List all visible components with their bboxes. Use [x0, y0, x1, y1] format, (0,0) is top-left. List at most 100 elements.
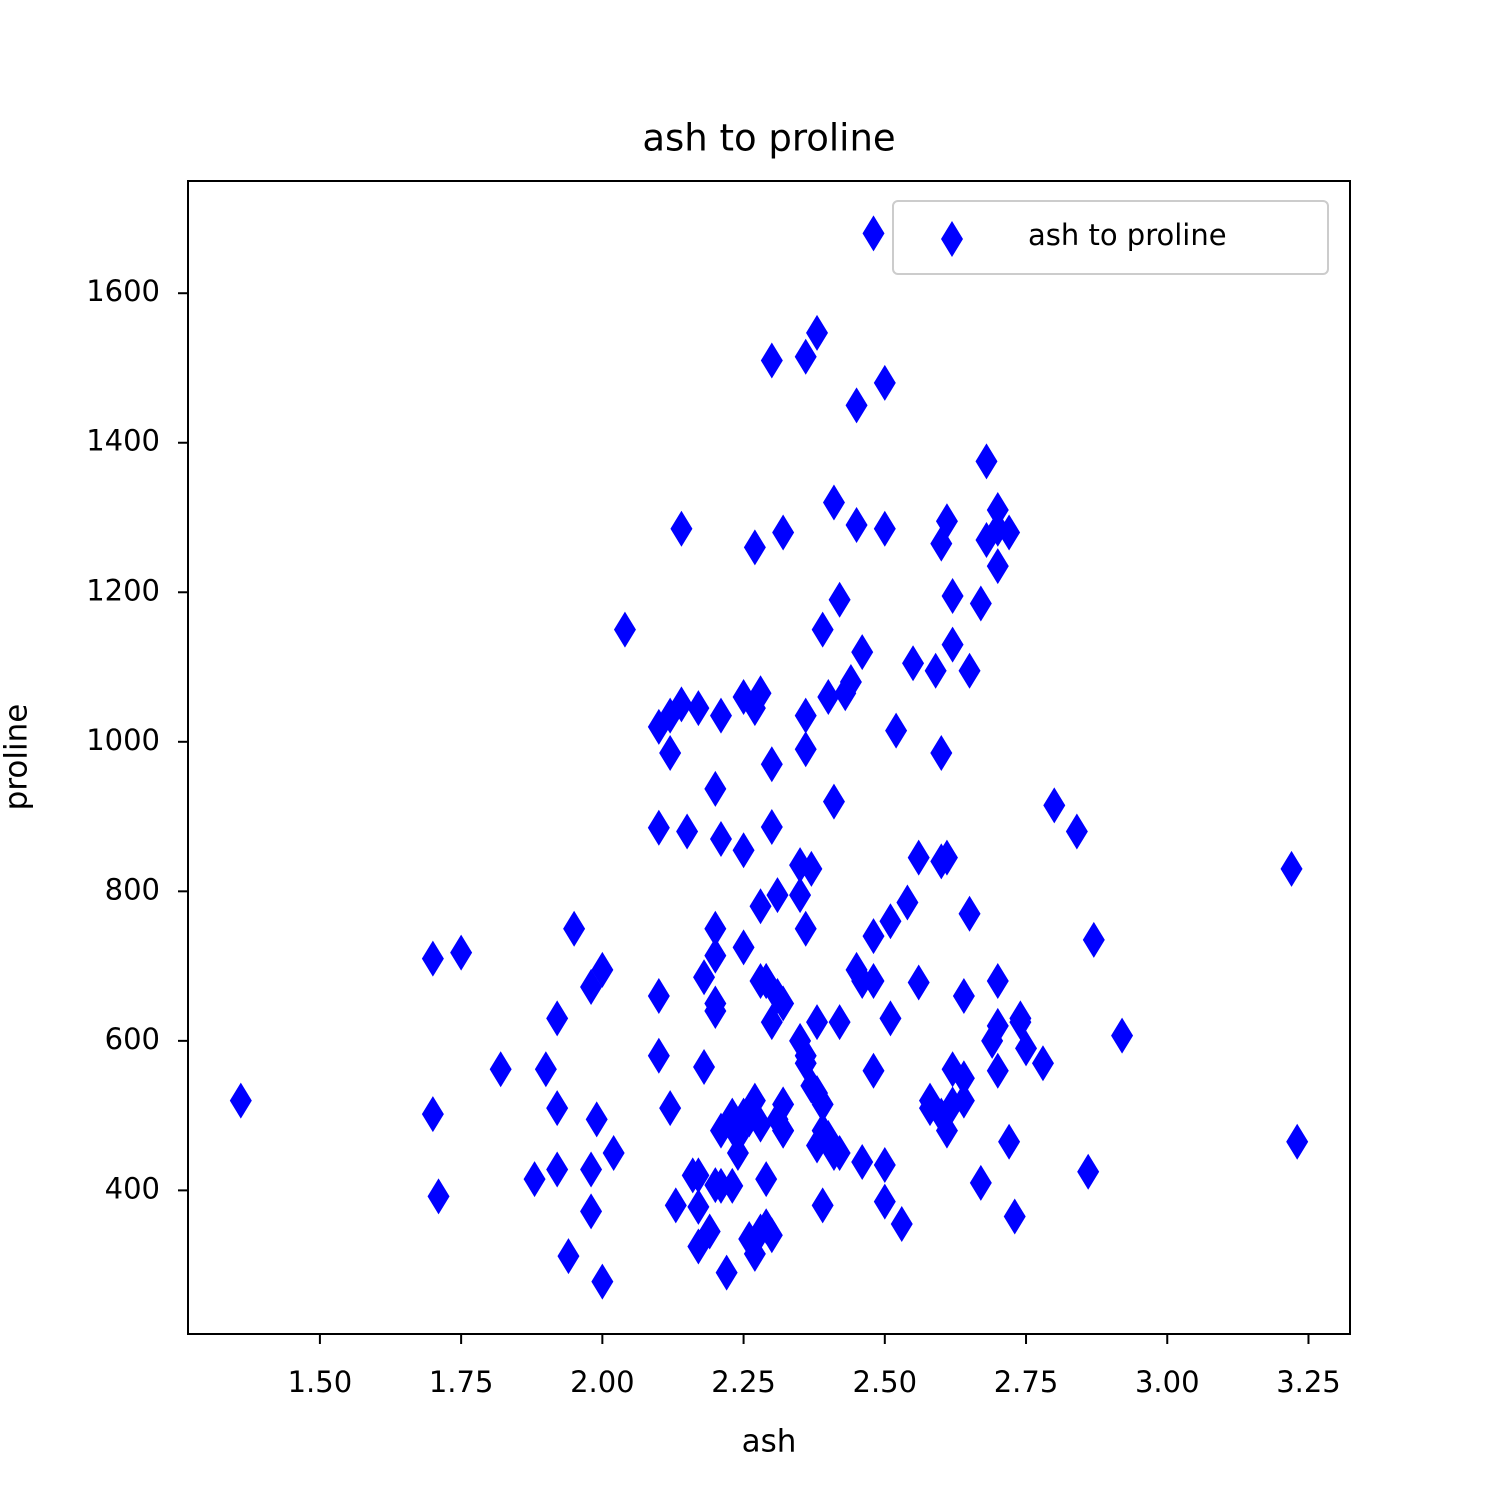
scatter-point: [998, 1123, 1021, 1160]
scatter-point: [760, 1217, 783, 1254]
scatter-point: [772, 514, 795, 551]
scatter-point: [845, 951, 868, 988]
scatter-point: [879, 1000, 902, 1037]
scatter-point: [647, 977, 670, 1014]
scatter-point: [450, 934, 473, 971]
scatter-point: [704, 937, 727, 974]
scatter-point: [958, 652, 981, 689]
scatter-point: [704, 770, 727, 807]
scatter-point: [941, 626, 964, 663]
scatter-point: [969, 1164, 992, 1201]
scatter-point: [687, 690, 710, 727]
scatter-point: [839, 663, 862, 700]
scatter-point: [704, 910, 727, 947]
scatter-point: [806, 314, 829, 351]
scatter-point: [1286, 1123, 1309, 1160]
scatter-point: [885, 712, 908, 749]
scatter-point: [715, 1254, 738, 1291]
x-tick-label: 2.25: [711, 1365, 776, 1399]
scatter-point: [1031, 1045, 1054, 1082]
scatter-point: [975, 521, 998, 558]
y-axis-label: proline: [0, 704, 35, 811]
scatter-point: [794, 910, 817, 947]
scatter-point: [822, 1134, 845, 1171]
scatter-point: [806, 1127, 829, 1164]
scatter-point: [806, 1004, 829, 1041]
y-tick-label: 1000: [86, 723, 160, 757]
scatter-point: [421, 1096, 444, 1133]
scatter-point: [930, 843, 953, 880]
scatter-point: [986, 1052, 1009, 1089]
scatter-point: [687, 1157, 710, 1194]
scatter-point: [817, 678, 840, 715]
legend-box: [892, 200, 1329, 275]
scatter-point: [862, 918, 885, 955]
scatter-point: [800, 850, 823, 887]
scatter-point: [986, 548, 1009, 585]
scatter-point: [958, 895, 981, 932]
scatter-point: [1009, 1000, 1032, 1037]
scatter-point: [732, 929, 755, 966]
scatter-point: [546, 1000, 569, 1037]
scatter-point: [676, 813, 699, 850]
scatter-point: [862, 963, 885, 1000]
scatter-point: [986, 492, 1009, 529]
scatter-point: [873, 1146, 896, 1183]
scatter-point: [907, 964, 930, 1001]
scatter-point: [822, 783, 845, 820]
scatter-point: [698, 1213, 721, 1250]
scatter-point: [749, 675, 772, 712]
scatter-point: [563, 910, 586, 947]
scatter-point: [693, 959, 716, 996]
scatter-point: [1280, 850, 1303, 887]
x-tick-label: 1.75: [429, 1365, 494, 1399]
scatter-point: [811, 1086, 834, 1123]
scatter-point: [709, 820, 732, 857]
scatter-point: [811, 1187, 834, 1224]
scatter-point: [1003, 1198, 1026, 1235]
scatter-point: [828, 1004, 851, 1041]
scatter-point: [421, 940, 444, 977]
scatter-point: [975, 443, 998, 480]
scatter-point: [726, 1134, 749, 1171]
scatter-point: [613, 611, 636, 648]
scatter-point: [580, 1193, 603, 1230]
scatter-point: [986, 1007, 1009, 1044]
scatter-point: [794, 338, 817, 375]
scatter-point: [890, 1206, 913, 1243]
scatter-point: [822, 484, 845, 521]
scatter-point: [709, 1112, 732, 1149]
scatter-point: [647, 1037, 670, 1074]
x-tick-label: 3.25: [1276, 1365, 1341, 1399]
scatter-point: [704, 1167, 727, 1204]
scatter-point: [1082, 921, 1105, 958]
scatter-point: [941, 578, 964, 615]
y-tick-label: 800: [105, 872, 160, 906]
scatter-point: [924, 652, 947, 689]
scatter-point: [732, 678, 755, 715]
scatter-point: [851, 634, 874, 671]
scatter-point: [585, 1101, 608, 1138]
scatter-point: [845, 506, 868, 543]
scatter-point: [738, 1220, 761, 1257]
scatter-point: [670, 510, 693, 547]
scatter-point: [659, 697, 682, 734]
scatter-point: [489, 1051, 512, 1088]
y-tick-label: 1200: [86, 573, 160, 607]
scatter-point: [1065, 813, 1088, 850]
scatter-point: [760, 342, 783, 379]
scatter-point: [659, 735, 682, 772]
scatter-point: [760, 746, 783, 783]
scatter-point: [935, 1112, 958, 1149]
scatter-point: [879, 903, 902, 940]
scatter-point: [687, 1188, 710, 1225]
scatter-point: [986, 963, 1009, 1000]
scatter-point: [591, 1263, 614, 1300]
scatter-point: [811, 611, 834, 648]
scatter-point: [760, 809, 783, 846]
scatter-point: [709, 697, 732, 734]
scatter-point: [229, 1082, 252, 1119]
y-tick-label: 400: [105, 1171, 160, 1205]
scatter-point: [534, 1051, 557, 1088]
scatter-point: [828, 581, 851, 618]
